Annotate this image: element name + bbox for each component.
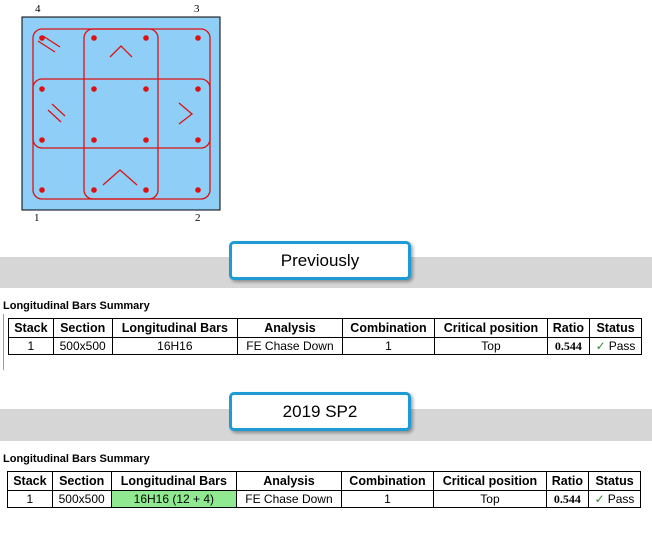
current-callout: 2019 SP2 [229, 392, 411, 431]
current-summary-title: Longitudinal Bars Summary [3, 453, 150, 465]
col-critical-position: Critical position [433, 471, 547, 491]
col-critical-position: Critical position [434, 318, 548, 338]
cell-longitudinal-bars: 16H16 (12 + 4) [110, 490, 238, 508]
col-status: Status [589, 318, 642, 338]
hook-right [178, 102, 194, 125]
table-row: 1 500x500 16H16 FE Chase Down 1 Top 0.54… [8, 337, 642, 355]
hook-top-middle [109, 45, 133, 58]
col-ratio: Ratio [545, 471, 590, 491]
horizontal-link [32, 78, 211, 149]
cell-stack: 1 [8, 337, 54, 355]
check-icon: ✓ [595, 339, 606, 353]
col-stack: Stack [8, 318, 54, 338]
col-longitudinal-bars: Longitudinal Bars [110, 471, 238, 491]
cell-status: ✓ Pass [588, 490, 641, 508]
col-section: Section [51, 471, 112, 491]
col-combination: Combination [340, 471, 435, 491]
cell-section: 500x500 [51, 490, 112, 508]
check-icon: ✓ [594, 492, 605, 506]
col-longitudinal-bars: Longitudinal Bars [111, 318, 239, 338]
corner-label-3: 3 [194, 3, 200, 15]
cell-section: 500x500 [52, 337, 113, 355]
previous-panel-rule [3, 314, 4, 370]
previous-callout: Previously [229, 241, 411, 280]
col-ratio: Ratio [546, 318, 591, 338]
links [32, 28, 211, 200]
cell-analysis: FE Chase Down [236, 490, 342, 508]
corner-label-2: 2 [195, 212, 201, 224]
cell-critical-position: Top [434, 337, 548, 355]
cell-combination: 1 [340, 490, 435, 508]
cell-stack: 1 [7, 490, 53, 508]
cell-critical-position: Top [433, 490, 547, 508]
col-analysis: Analysis [236, 471, 342, 491]
corner-label-4: 4 [35, 3, 41, 15]
status-text: Pass [608, 339, 636, 353]
column-section-diagram [21, 16, 221, 211]
col-status: Status [588, 471, 641, 491]
hook-top-left [37, 35, 61, 53]
table-header-row: Stack Section Longitudinal Bars Analysis… [8, 318, 642, 338]
status-text: Pass [607, 492, 635, 506]
cell-analysis: FE Chase Down [237, 337, 343, 355]
col-analysis: Analysis [237, 318, 343, 338]
cell-longitudinal-bars: 16H16 [111, 337, 239, 355]
hook-bottom [102, 169, 138, 186]
table-header-row: Stack Section Longitudinal Bars Analysis… [7, 471, 641, 491]
rebars [39, 35, 201, 193]
cell-ratio: 0.544 [546, 337, 591, 355]
corner-label-1: 1 [34, 212, 40, 224]
col-stack: Stack [7, 471, 53, 491]
current-summary-table: Stack Section Longitudinal Bars Analysis… [7, 471, 641, 508]
col-combination: Combination [341, 318, 436, 338]
vertical-link [83, 28, 159, 200]
cell-combination: 1 [341, 337, 436, 355]
previous-summary-title: Longitudinal Bars Summary [3, 300, 150, 312]
cell-status: ✓ Pass [589, 337, 642, 355]
table-row: 1 500x500 16H16 (12 + 4) FE Chase Down 1… [7, 490, 641, 508]
cell-ratio: 0.544 [545, 490, 590, 508]
previous-summary-table: Stack Section Longitudinal Bars Analysis… [8, 318, 642, 355]
col-section: Section [52, 318, 113, 338]
hook-left [47, 103, 66, 123]
section-outline [21, 16, 221, 211]
